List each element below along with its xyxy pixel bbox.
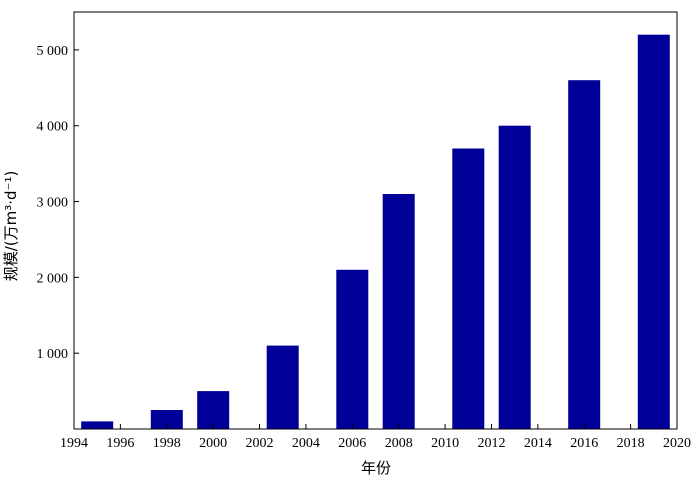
x-axis-title: 年份 (361, 459, 391, 477)
x-tick-label: 2010 (431, 436, 459, 451)
x-tick-label: 2008 (385, 436, 413, 451)
bar (637, 34, 670, 429)
bar (336, 269, 369, 429)
x-tick-label: 1998 (153, 436, 181, 451)
x-tick-label: 2020 (663, 436, 691, 451)
x-tick-label: 2014 (524, 436, 552, 451)
y-tick-label: 2 000 (37, 271, 69, 286)
x-tick-label: 2004 (292, 436, 320, 451)
bar (452, 148, 485, 429)
bar (498, 125, 531, 429)
bar (266, 345, 299, 429)
x-tick-label: 2000 (199, 436, 227, 451)
plot-frame (73, 11, 678, 430)
y-tick-label: 3 000 (37, 196, 69, 211)
bars-group (81, 34, 670, 429)
bar (382, 194, 415, 429)
y-axis: 1 000 2 000 3 000 4 000 5 000 (37, 44, 79, 362)
y-axis-title: 规模/(万m³·d⁻¹) (2, 171, 20, 282)
y-tick-label: 5 000 (37, 44, 69, 59)
x-tick-label: 2016 (570, 436, 598, 451)
x-axis: 1994 1996 1998 2000 2002 2004 2006 2008 2010 2012… (60, 424, 691, 451)
y-tick-label: 1 000 (37, 347, 69, 362)
bar (568, 80, 601, 429)
bar (197, 391, 230, 429)
x-tick-label: 2002 (246, 436, 274, 451)
bar (150, 410, 183, 429)
bar (81, 421, 114, 429)
x-tick-label: 2018 (617, 436, 645, 451)
x-tick-label: 1994 (60, 436, 88, 451)
x-tick-label: 1996 (106, 436, 134, 451)
y-tick-label: 4 000 (37, 120, 69, 135)
x-tick-label: 2006 (338, 436, 366, 451)
x-tick-label: 2012 (477, 436, 505, 451)
